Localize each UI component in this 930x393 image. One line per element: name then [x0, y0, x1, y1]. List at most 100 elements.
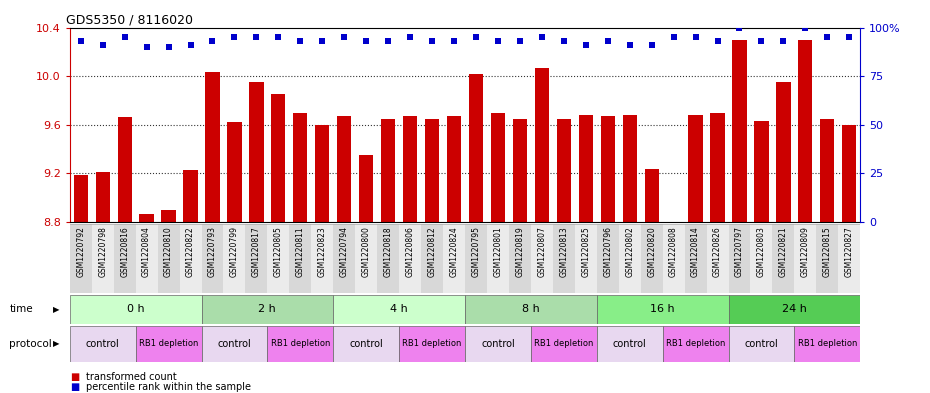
Bar [817, 224, 838, 293]
Text: RB1 depletion: RB1 depletion [534, 340, 593, 348]
Bar [487, 224, 509, 293]
Bar [272, 94, 286, 222]
Bar [267, 224, 289, 293]
Bar [70, 295, 202, 324]
Point [271, 34, 286, 40]
Point [622, 42, 637, 48]
Point [183, 42, 198, 48]
Bar [531, 326, 597, 362]
Bar [267, 326, 333, 362]
Text: GSM1220809: GSM1220809 [801, 226, 810, 277]
Bar [293, 113, 308, 222]
Point [556, 38, 571, 44]
Text: GSM1220799: GSM1220799 [230, 226, 239, 277]
Bar [535, 68, 549, 222]
Bar [202, 295, 333, 324]
Bar [732, 40, 747, 222]
Bar [728, 295, 860, 324]
Bar [359, 155, 373, 222]
Point [490, 38, 505, 44]
Bar [509, 224, 531, 293]
Text: GSM1220798: GSM1220798 [99, 226, 107, 277]
Bar [206, 72, 219, 222]
Text: ■: ■ [70, 372, 79, 382]
Text: RB1 depletion: RB1 depletion [666, 340, 725, 348]
Bar [597, 326, 662, 362]
Text: control: control [613, 339, 646, 349]
Point [666, 34, 681, 40]
Bar [312, 224, 333, 293]
Bar [773, 224, 794, 293]
Point [776, 38, 790, 44]
Bar [249, 82, 263, 222]
Bar [644, 169, 658, 222]
Bar [575, 224, 597, 293]
Bar [601, 116, 615, 222]
Point [842, 34, 857, 40]
Bar [73, 174, 87, 222]
Text: GSM1220805: GSM1220805 [273, 226, 283, 277]
Bar [157, 224, 179, 293]
Bar [469, 74, 483, 222]
Bar [117, 118, 132, 222]
Text: GSM1220826: GSM1220826 [713, 226, 722, 277]
Text: GSM1220817: GSM1220817 [252, 226, 261, 277]
Text: time: time [9, 305, 33, 314]
Point [688, 34, 703, 40]
Text: 24 h: 24 h [782, 305, 807, 314]
Text: GSM1220804: GSM1220804 [142, 226, 151, 277]
Bar [381, 119, 395, 222]
Bar [684, 224, 707, 293]
Bar [688, 115, 703, 222]
Text: GSM1220793: GSM1220793 [208, 226, 217, 277]
Text: control: control [218, 339, 251, 349]
Bar [403, 116, 418, 222]
Bar [531, 224, 552, 293]
Point [644, 42, 659, 48]
Bar [578, 115, 593, 222]
Bar [315, 125, 329, 222]
Bar [465, 326, 531, 362]
Point [732, 24, 747, 31]
Bar [136, 224, 157, 293]
Bar [223, 224, 246, 293]
Point [337, 34, 352, 40]
Bar [597, 224, 618, 293]
Text: GSM1220812: GSM1220812 [428, 226, 436, 277]
Bar [179, 224, 202, 293]
Text: 8 h: 8 h [522, 305, 539, 314]
Bar [333, 326, 399, 362]
Bar [113, 224, 136, 293]
Bar [728, 224, 751, 293]
Bar [711, 113, 724, 222]
Point [403, 34, 418, 40]
Point [446, 38, 461, 44]
Bar [751, 224, 773, 293]
Bar [333, 224, 355, 293]
Bar [227, 122, 242, 222]
Bar [465, 295, 597, 324]
Point [117, 34, 132, 40]
Point [535, 34, 550, 40]
Text: GSM1220810: GSM1220810 [164, 226, 173, 277]
Text: GSM1220807: GSM1220807 [538, 226, 546, 277]
Bar [70, 224, 92, 293]
Point [469, 34, 484, 40]
Text: control: control [86, 339, 120, 349]
Point [512, 38, 527, 44]
Bar [662, 326, 728, 362]
Bar [707, 224, 728, 293]
Bar [399, 326, 465, 362]
Text: RB1 depletion: RB1 depletion [403, 340, 462, 348]
Text: GSM1220820: GSM1220820 [647, 226, 657, 277]
Bar [162, 210, 176, 222]
Text: 2 h: 2 h [259, 305, 276, 314]
Bar [597, 295, 728, 324]
Bar [183, 170, 198, 222]
Text: GSM1220811: GSM1220811 [296, 226, 305, 277]
Bar [465, 224, 487, 293]
Bar [425, 119, 439, 222]
Point [359, 38, 374, 44]
Text: 0 h: 0 h [126, 305, 144, 314]
Text: GSM1220801: GSM1220801 [494, 226, 502, 277]
